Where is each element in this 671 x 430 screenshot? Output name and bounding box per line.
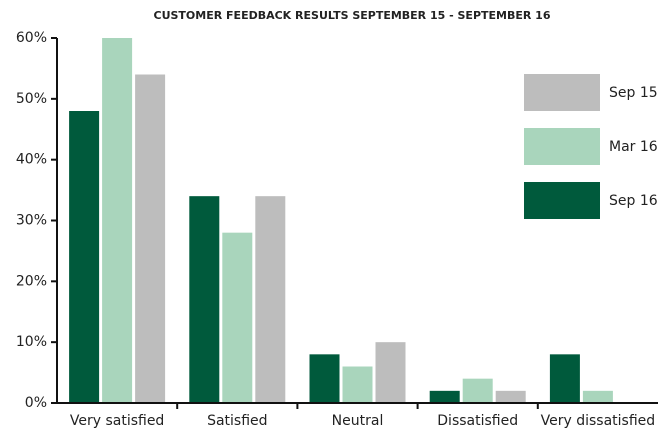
y-tick-label: 20%: [16, 273, 47, 289]
y-tick-label: 50%: [16, 91, 47, 107]
bar: [462, 378, 493, 403]
x-tick-label: Dissatisfied: [437, 413, 518, 429]
y-tick-label: 60%: [16, 30, 47, 46]
bar: [375, 342, 406, 403]
bar: [135, 74, 166, 403]
bar: [342, 366, 373, 403]
x-tick-label: Satisfied: [207, 413, 267, 429]
legend-label: Sep 16: [609, 193, 658, 209]
x-tick-label: Very satisfied: [70, 413, 164, 429]
bar: [309, 354, 340, 403]
legend-label: Mar 16: [609, 139, 658, 155]
bar: [549, 354, 580, 403]
legend-swatch: [524, 182, 600, 219]
bar: [189, 196, 220, 403]
legend-label: Sep 15: [609, 85, 658, 101]
chart-title: CUSTOMER FEEDBACK RESULTS SEPTEMBER 15 -…: [154, 9, 551, 22]
x-tick-label: Very dissatisfied: [541, 413, 656, 429]
legend-swatch: [524, 74, 600, 111]
x-tick-label: Neutral: [332, 413, 384, 429]
y-tick-label: 40%: [16, 152, 47, 168]
bar: [582, 390, 613, 403]
bar: [429, 390, 460, 403]
bar: [69, 111, 100, 403]
legend-swatch: [524, 128, 600, 165]
bar: [495, 390, 526, 403]
y-tick-label: 30%: [16, 213, 47, 229]
y-tick-label: 10%: [16, 334, 47, 350]
bar: [222, 232, 253, 403]
bar: [102, 38, 133, 403]
y-tick-label: 0%: [25, 395, 47, 411]
bar: [255, 196, 286, 403]
